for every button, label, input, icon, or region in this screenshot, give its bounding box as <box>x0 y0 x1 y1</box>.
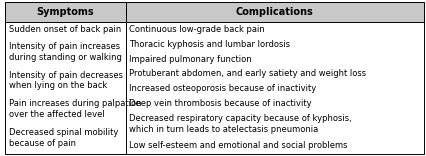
Text: Protuberant abdomen, and early satiety and weight loss: Protuberant abdomen, and early satiety a… <box>129 69 366 78</box>
Text: Decreased respiratory capacity because of kyphosis,
which in turn leads to atele: Decreased respiratory capacity because o… <box>129 114 352 134</box>
Text: Decreased spinal mobility
because of pain: Decreased spinal mobility because of pai… <box>9 128 118 148</box>
Text: Pain increases during palpation
over the affected level: Pain increases during palpation over the… <box>9 99 141 119</box>
Bar <box>5 2 126 22</box>
Text: Impaired pulmonary function: Impaired pulmonary function <box>129 55 252 63</box>
Bar <box>126 2 424 22</box>
Text: Increased osteoporosis because of inactivity: Increased osteoporosis because of inacti… <box>129 84 317 93</box>
Text: Sudden onset of back pain: Sudden onset of back pain <box>9 25 121 34</box>
Text: Symptoms: Symptoms <box>37 7 94 17</box>
Text: Low self-esteem and emotional and social problems: Low self-esteem and emotional and social… <box>129 141 348 150</box>
Text: Deep vein thrombosis because of inactivity: Deep vein thrombosis because of inactivi… <box>129 98 312 107</box>
Text: Continuous low-grade back pain: Continuous low-grade back pain <box>129 25 265 34</box>
Text: Intensity of pain decreases
when lying on the back: Intensity of pain decreases when lying o… <box>9 71 123 90</box>
Text: Intensity of pain increases
during standing or walking: Intensity of pain increases during stand… <box>9 42 121 62</box>
Text: Complications: Complications <box>236 7 314 17</box>
Text: Thoracic kyphosis and lumbar lordosis: Thoracic kyphosis and lumbar lordosis <box>129 40 290 49</box>
